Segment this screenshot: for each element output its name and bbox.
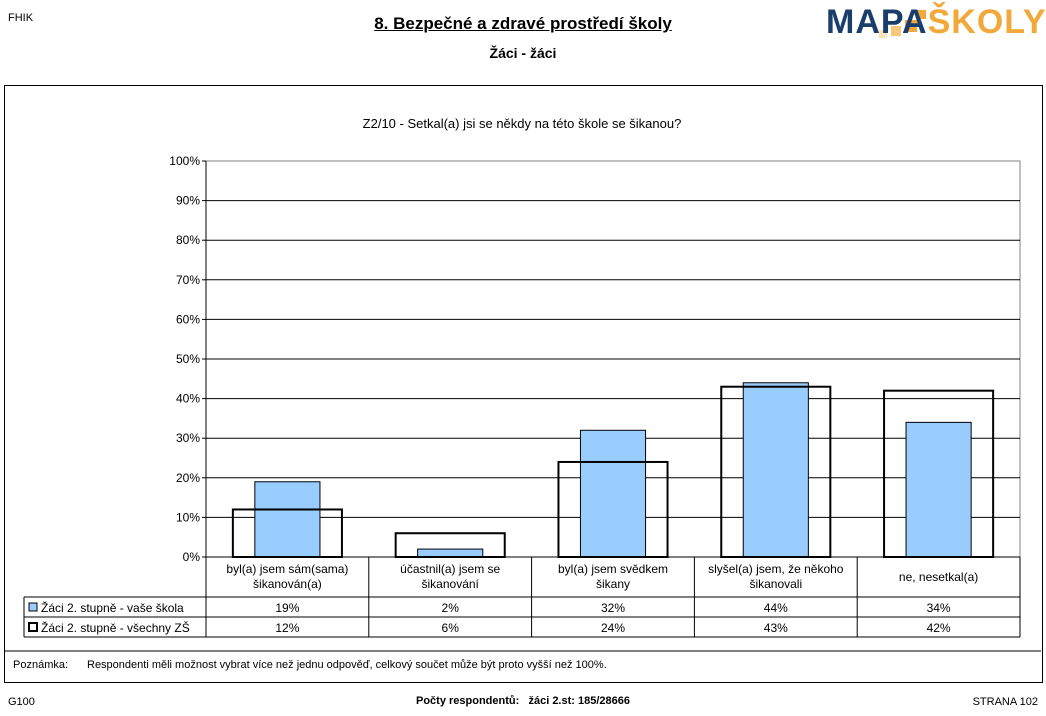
data-label: 24% — [601, 621, 625, 635]
legend-key — [28, 622, 38, 632]
data-label: 43% — [764, 621, 788, 635]
y-tick-label: 60% — [176, 312, 200, 326]
y-tick-label: 50% — [176, 352, 200, 366]
y-tick-label: 80% — [176, 233, 200, 247]
y-tick-label: 10% — [176, 510, 200, 524]
bar-vase-skola — [417, 548, 484, 558]
data-label: 19% — [275, 601, 299, 615]
data-label: 2% — [442, 601, 460, 615]
y-tick-label: 0% — [183, 550, 201, 564]
data-label: 34% — [927, 601, 951, 615]
bar-chart: Z2/10 - Setkal(a) jsi se někdy na této š… — [4, 116, 1041, 652]
category-label: byl(a) jsem sám(sama) — [226, 562, 348, 576]
category-label: ne, nesetkal(a) — [899, 570, 978, 584]
y-tick-label: 70% — [176, 273, 200, 287]
report-code: FHIK — [8, 12, 34, 24]
bar-vase-skola — [742, 382, 809, 558]
category-label: účastnil(a) jsem se — [400, 562, 500, 576]
data-label: 44% — [764, 601, 788, 615]
respondent-counts: Počty respondentů: žáci 2.st: 185/28666 — [0, 695, 1046, 707]
footer-code: G100 — [8, 696, 35, 708]
category-label: šikanování — [422, 577, 480, 591]
y-tick-label: 40% — [176, 392, 200, 406]
page-title: 8. Bezpečné a zdravé prostředí školy — [374, 14, 672, 33]
bar-vase-skola — [905, 421, 972, 558]
logo-squares-icon — [879, 10, 926, 38]
category-label: slyšel(a) jsem, že někoho — [708, 562, 844, 576]
data-label: 32% — [601, 601, 625, 615]
y-tick-label: 30% — [176, 431, 200, 445]
respondent-counts-label: Počty respondentů: — [416, 695, 520, 707]
logo-part-left: MAPA — [826, 3, 928, 41]
logo: MAPAŠKOLY — [826, 2, 1046, 42]
y-tick-label: 90% — [176, 194, 200, 208]
chart-title: Z2/10 - Setkal(a) jsi se někdy na této š… — [363, 116, 682, 131]
bar-vase-skola — [579, 429, 647, 558]
data-label: 12% — [275, 621, 299, 635]
legend-entry: Žáci 2. stupně - vaše škola — [41, 600, 184, 615]
page-number: STRANA 102 — [972, 696, 1038, 708]
logo-part-right: ŠKOLY — [927, 3, 1046, 41]
y-tick-label: 100% — [169, 154, 200, 168]
legend-entry: Žáci 2. stupně - všechny ZŠ — [41, 620, 190, 635]
category-label: šikanovali — [749, 577, 802, 591]
category-label: šikanován(a) — [253, 577, 322, 591]
y-tick-label: 20% — [176, 471, 200, 485]
data-label: 6% — [442, 621, 460, 635]
respondent-counts-value: žáci 2.st: 185/28666 — [528, 695, 630, 707]
page-subtitle: Žáci - žáci — [489, 45, 557, 61]
legend-key — [28, 602, 38, 612]
category-label: šikany — [596, 577, 630, 591]
category-label: byl(a) jsem svědkem — [558, 562, 668, 576]
note-text: Respondenti měli možnost vybrat více než… — [87, 659, 607, 671]
data-label: 42% — [927, 621, 951, 635]
chart-frame — [4, 85, 1043, 683]
note-label: Poznámka: — [13, 659, 69, 671]
bar-vase-skola — [254, 481, 321, 558]
